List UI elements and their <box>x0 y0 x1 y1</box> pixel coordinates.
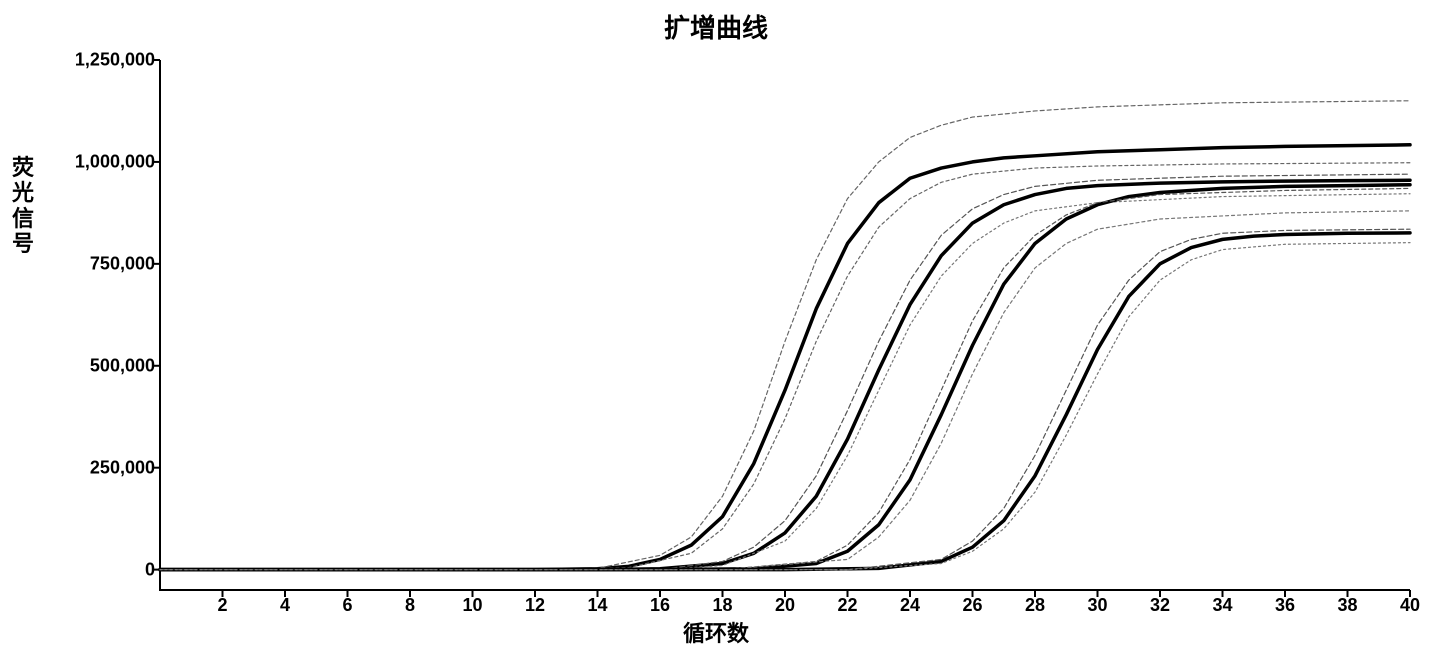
x-tick-label: 22 <box>837 595 857 616</box>
x-tick-label: 32 <box>1150 595 1170 616</box>
x-tick-label: 24 <box>900 595 920 616</box>
x-tick-label: 6 <box>342 595 352 616</box>
y-tick-label: 750,000 <box>90 253 155 274</box>
x-tick-label: 16 <box>650 595 670 616</box>
x-tick-label: 34 <box>1212 595 1232 616</box>
curve-1-shadow-high <box>160 101 1410 570</box>
x-tick-label: 20 <box>775 595 795 616</box>
ylabel-char: 信 <box>8 206 38 231</box>
ylabel-char: 光 <box>8 180 38 205</box>
chart-title: 扩增曲线 <box>664 8 768 45</box>
curve-4-shadow-a <box>160 229 1410 569</box>
curve-3-main <box>160 185 1410 570</box>
curve-4-shadow-b <box>160 243 1410 570</box>
x-tick-label: 2 <box>217 595 227 616</box>
plot-svg <box>160 60 1410 590</box>
x-tick-label: 14 <box>587 595 607 616</box>
x-tick-label: 26 <box>962 595 982 616</box>
curve-2-shadow-b <box>160 194 1410 570</box>
y-tick-label: 500,000 <box>90 355 155 376</box>
x-tick-label: 36 <box>1275 595 1295 616</box>
y-tick-label: 1,250,000 <box>75 50 155 71</box>
x-tick-label: 10 <box>462 595 482 616</box>
x-axis-label: 循环数 <box>683 616 749 648</box>
curve-1-shadow-low <box>160 163 1410 570</box>
x-tick-label: 4 <box>280 595 290 616</box>
y-axis-label: 荧 光 信 号 <box>8 155 38 256</box>
y-tick-label: 250,000 <box>90 457 155 478</box>
x-tick-label: 18 <box>712 595 732 616</box>
x-tick-label: 30 <box>1087 595 1107 616</box>
curve-3-shadow-a <box>160 188 1410 569</box>
x-tick-label: 40 <box>1400 595 1420 616</box>
ylabel-char: 荧 <box>8 155 38 180</box>
x-tick-label: 12 <box>525 595 545 616</box>
amplification-chart: 扩增曲线 荧 光 信 号 循环数 <box>0 0 1432 656</box>
ylabel-char: 号 <box>8 231 38 256</box>
plot-area <box>160 60 1410 590</box>
x-tick-label: 28 <box>1025 595 1045 616</box>
x-tick-label: 38 <box>1337 595 1357 616</box>
curve-1-main <box>160 145 1410 570</box>
y-tick-label: 0 <box>145 559 155 580</box>
y-tick-label: 1,000,000 <box>75 151 155 172</box>
curve-4-main <box>160 233 1410 570</box>
x-tick-label: 8 <box>405 595 415 616</box>
